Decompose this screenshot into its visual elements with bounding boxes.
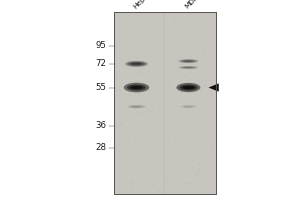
Ellipse shape <box>178 66 198 69</box>
Ellipse shape <box>131 63 142 65</box>
Ellipse shape <box>181 60 196 62</box>
Ellipse shape <box>128 62 145 66</box>
Ellipse shape <box>124 83 149 92</box>
Ellipse shape <box>130 86 143 89</box>
Text: 55: 55 <box>95 83 106 92</box>
Text: 28: 28 <box>95 143 106 152</box>
Text: 72: 72 <box>95 59 106 68</box>
Text: HepG2: HepG2 <box>132 0 154 10</box>
Text: MDA-MB231: MDA-MB231 <box>184 0 220 10</box>
Ellipse shape <box>184 60 193 62</box>
Text: 95: 95 <box>96 41 106 50</box>
Ellipse shape <box>128 105 146 108</box>
Ellipse shape <box>182 86 194 89</box>
Bar <box>114 12 216 194</box>
Ellipse shape <box>181 66 196 69</box>
Ellipse shape <box>176 83 200 92</box>
Ellipse shape <box>182 106 195 108</box>
Ellipse shape <box>184 106 193 107</box>
Bar <box>114 12 216 194</box>
Ellipse shape <box>179 85 197 91</box>
Ellipse shape <box>130 105 143 108</box>
Ellipse shape <box>132 106 141 107</box>
Polygon shape <box>208 83 219 92</box>
Ellipse shape <box>127 84 146 91</box>
Ellipse shape <box>184 67 193 68</box>
Ellipse shape <box>180 105 197 108</box>
Text: 36: 36 <box>95 121 106 130</box>
Ellipse shape <box>178 59 198 63</box>
Ellipse shape <box>125 61 148 67</box>
